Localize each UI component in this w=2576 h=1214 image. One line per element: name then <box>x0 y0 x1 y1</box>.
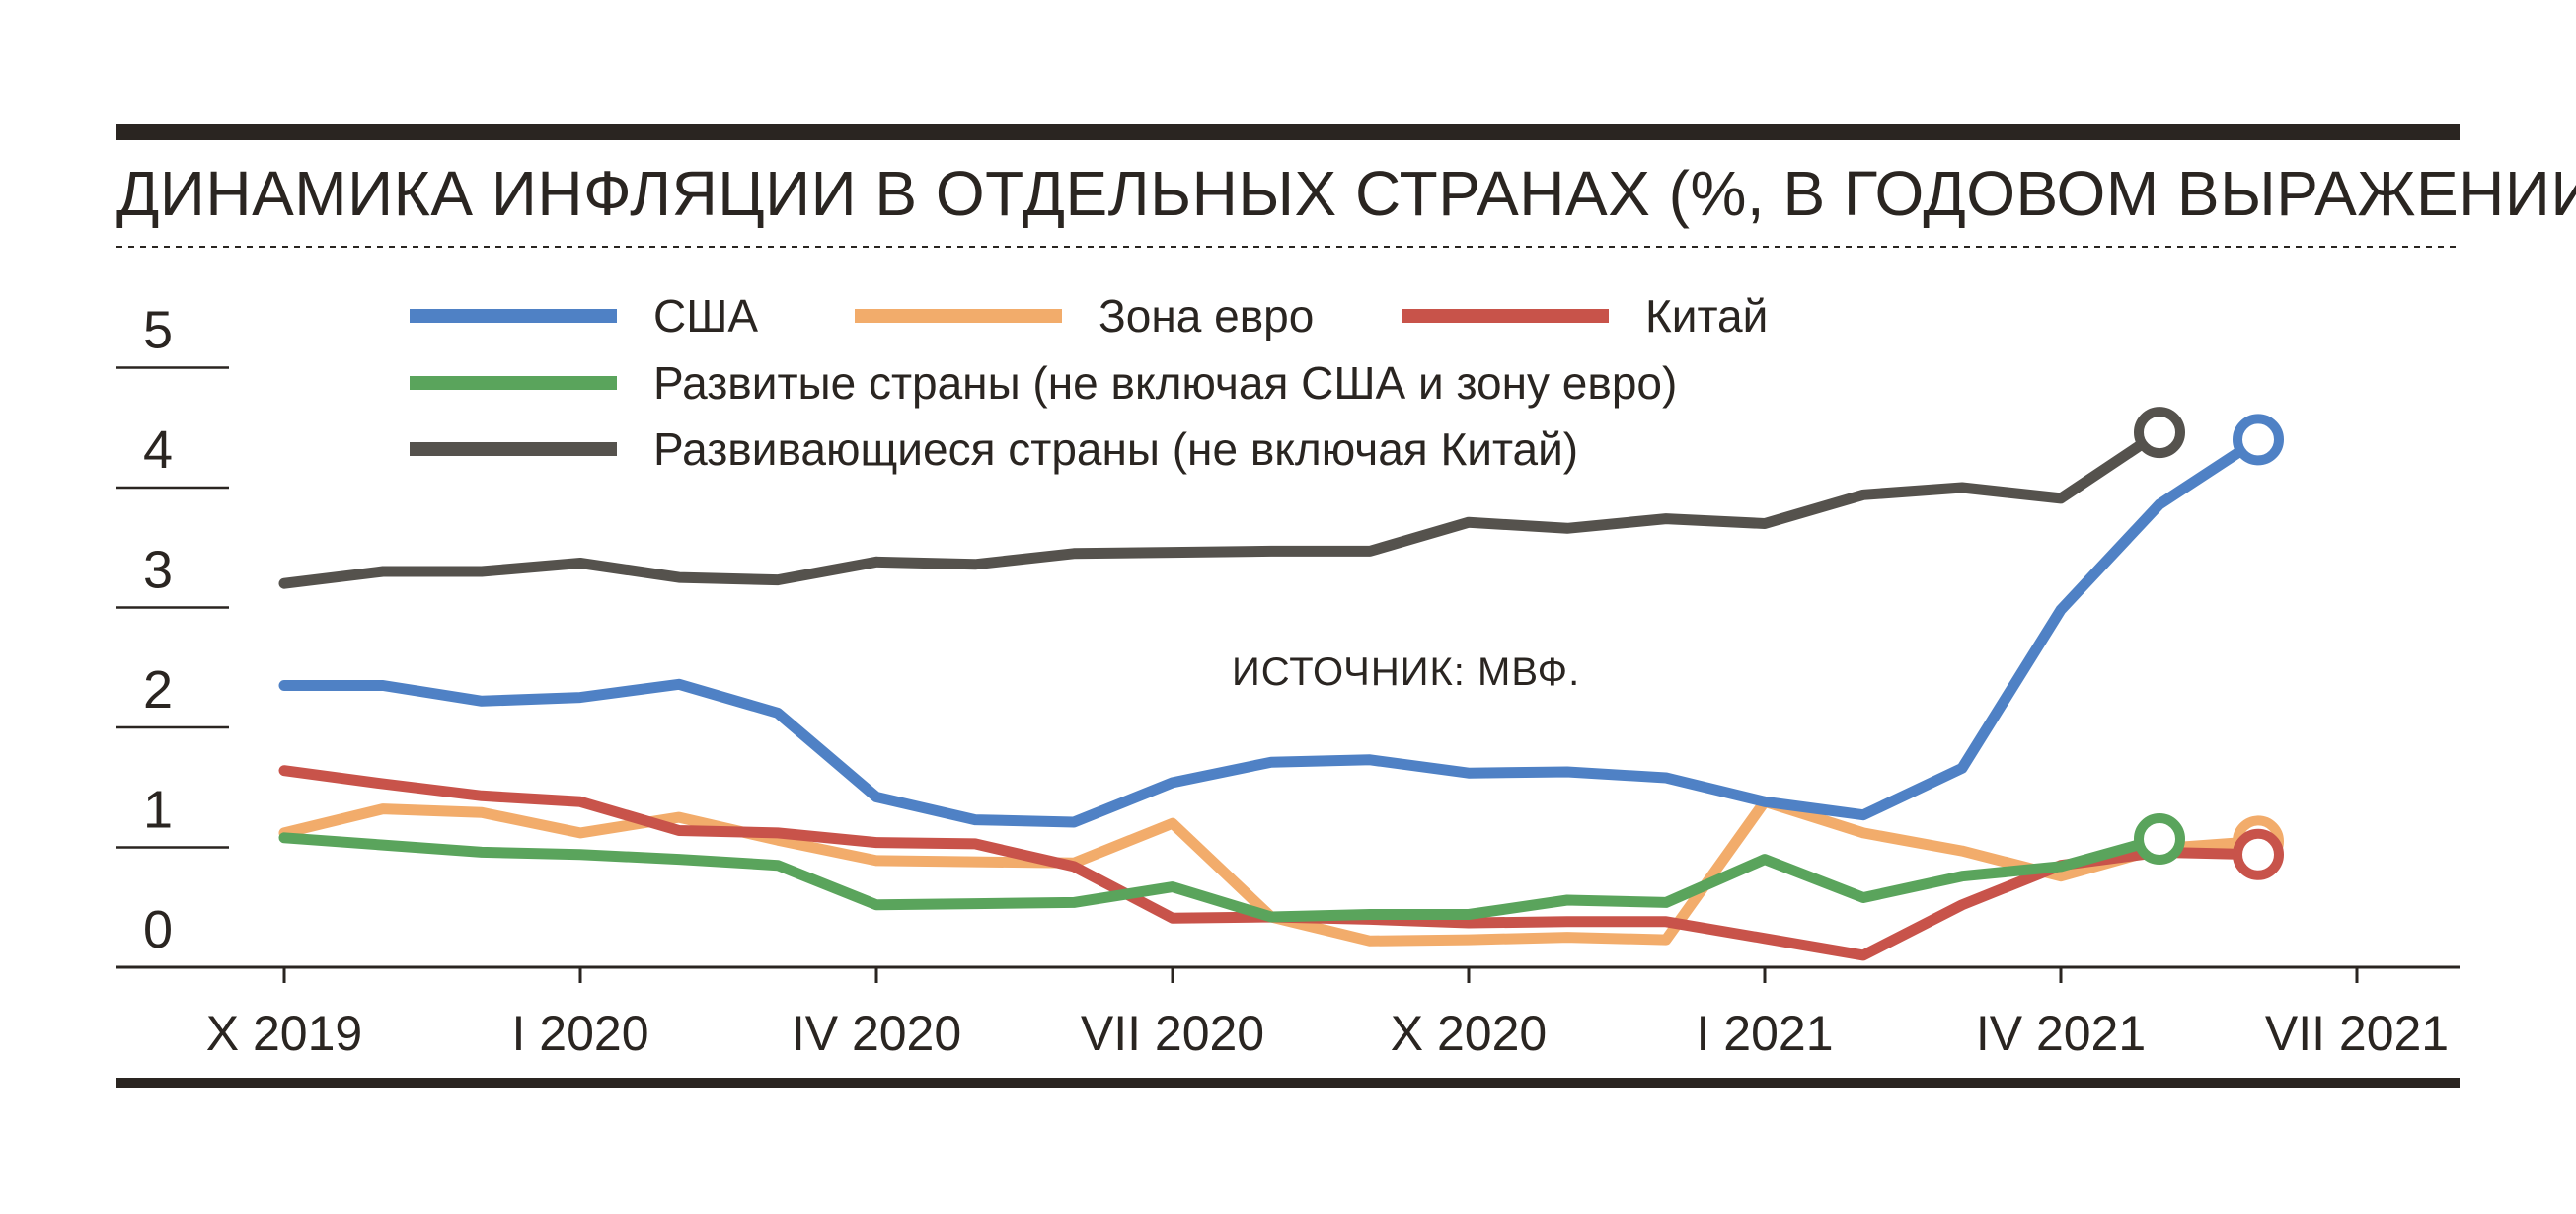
y-tick-label: 1 <box>143 781 173 840</box>
legend-label: Зона евро <box>1099 290 1314 341</box>
legend-entry: Зона евро <box>855 290 1314 341</box>
series-line <box>278 832 2165 923</box>
series-end-marker <box>2233 828 2284 880</box>
y-tick-label: 2 <box>143 660 173 720</box>
y-tick-label: 5 <box>143 301 173 360</box>
series-end-marker <box>2233 414 2284 466</box>
y-tick-label: 0 <box>143 900 173 959</box>
x-tick-label: VII 2021 <box>2265 1006 2449 1061</box>
legend-label: Развитые страны (не включая США и зону е… <box>653 357 1677 409</box>
chart-title: ДИНАМИКА ИНФЛЯЦИИ В ОТДЕЛЬНЫХ СТРАНАХ (%… <box>116 158 2576 229</box>
x-tick-label: X 2020 <box>1391 1006 1547 1061</box>
legend-entry: Китай <box>1402 290 1768 341</box>
series-end-marker <box>2134 812 2185 865</box>
y-axis: 0 1 2 3 4 5 <box>116 301 229 959</box>
legend: США Зона евро Китай Развитые страны (не вкл… <box>410 290 1768 475</box>
marker-layer <box>2134 407 2284 880</box>
series-layer <box>278 426 2264 961</box>
series-end-marker <box>2134 407 2185 459</box>
legend-label: Китай <box>1645 290 1768 341</box>
x-tick-label: X 2019 <box>206 1006 362 1061</box>
x-tick-label: IV 2020 <box>792 1006 961 1061</box>
series-line <box>278 765 2264 961</box>
x-tick-label: VII 2020 <box>1081 1006 1264 1061</box>
source-note: ИСТОЧНИК: МВФ. <box>1232 650 1580 694</box>
legend-entry: США <box>410 290 758 341</box>
legend-entry: Развитые страны (не включая США и зону е… <box>410 357 1677 409</box>
y-tick-label: 3 <box>143 541 173 600</box>
x-axis: X 2019 I 2020 IV 2020 VII 2020 X 2020 I 2021 I… <box>206 967 2449 1061</box>
x-tick-label: I 2021 <box>1696 1006 1833 1061</box>
y-tick-label: 4 <box>143 420 173 480</box>
series-line <box>278 426 2165 589</box>
series-line <box>278 433 2264 828</box>
bottom-rule <box>116 1078 2460 1088</box>
legend-label: Развивающиеся страны (не включая Китай) <box>653 423 1578 475</box>
top-rule <box>116 124 2460 140</box>
x-tick-label: I 2020 <box>511 1006 648 1061</box>
x-tick-label: IV 2021 <box>1976 1006 2146 1061</box>
legend-label: США <box>653 290 758 341</box>
legend-entry: Развивающиеся страны (не включая Китай) <box>410 423 1578 475</box>
